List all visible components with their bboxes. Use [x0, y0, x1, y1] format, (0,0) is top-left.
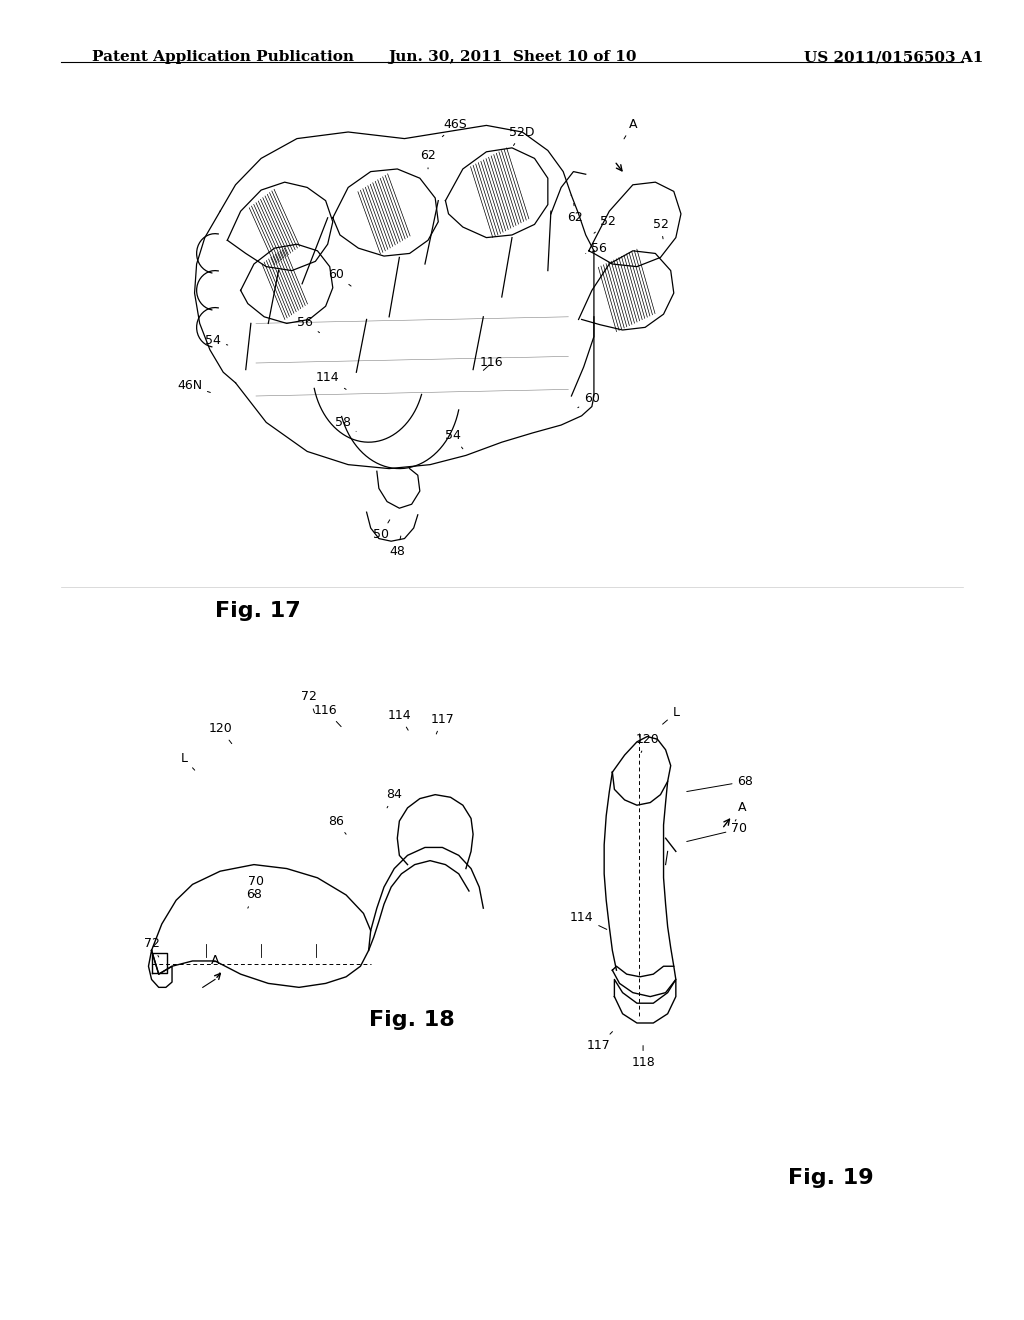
Text: 54: 54	[205, 334, 227, 347]
Text: 86: 86	[328, 814, 346, 834]
Text: Jun. 30, 2011  Sheet 10 of 10: Jun. 30, 2011 Sheet 10 of 10	[388, 50, 636, 65]
Text: 114: 114	[569, 911, 607, 929]
Text: 117: 117	[430, 713, 455, 734]
Text: Fig. 18: Fig. 18	[369, 1010, 455, 1030]
Text: 72: 72	[143, 937, 160, 957]
Text: L: L	[181, 752, 195, 770]
Text: 58: 58	[335, 416, 356, 432]
Text: 114: 114	[315, 371, 346, 389]
Text: 118: 118	[631, 1045, 655, 1069]
Text: 68: 68	[687, 775, 754, 792]
Text: 68: 68	[246, 888, 262, 908]
Text: 116: 116	[313, 704, 341, 726]
Text: 116: 116	[479, 356, 504, 371]
Text: 60: 60	[578, 392, 600, 408]
Text: 120: 120	[208, 722, 232, 743]
Text: Patent Application Publication: Patent Application Publication	[92, 50, 354, 65]
Text: 62: 62	[567, 203, 584, 224]
Text: 120: 120	[635, 733, 659, 752]
Text: Fig. 17: Fig. 17	[215, 601, 301, 620]
Text: Fig. 19: Fig. 19	[788, 1168, 874, 1188]
Text: 114: 114	[387, 709, 412, 730]
Text: A: A	[624, 117, 637, 139]
Text: A: A	[211, 954, 220, 974]
Text: 62: 62	[420, 149, 436, 169]
Text: 52: 52	[652, 218, 669, 239]
Text: 56: 56	[297, 315, 319, 333]
Text: L: L	[663, 706, 679, 725]
Text: 60: 60	[328, 268, 351, 286]
Text: 50: 50	[373, 520, 390, 541]
Text: 72: 72	[301, 690, 317, 713]
Text: 46S: 46S	[442, 117, 468, 137]
Text: 48: 48	[389, 536, 406, 558]
Text: 70: 70	[248, 875, 264, 895]
Text: 56: 56	[586, 242, 607, 255]
Text: 52: 52	[594, 215, 616, 234]
Text: 46N: 46N	[177, 379, 210, 392]
Text: 117: 117	[587, 1032, 612, 1052]
Text: US 2011/0156503 A1: US 2011/0156503 A1	[804, 50, 983, 65]
Text: A: A	[735, 801, 746, 821]
Text: 52D: 52D	[510, 125, 535, 145]
Text: 54: 54	[444, 429, 463, 449]
Text: 70: 70	[687, 822, 748, 842]
Text: 84: 84	[386, 788, 402, 808]
